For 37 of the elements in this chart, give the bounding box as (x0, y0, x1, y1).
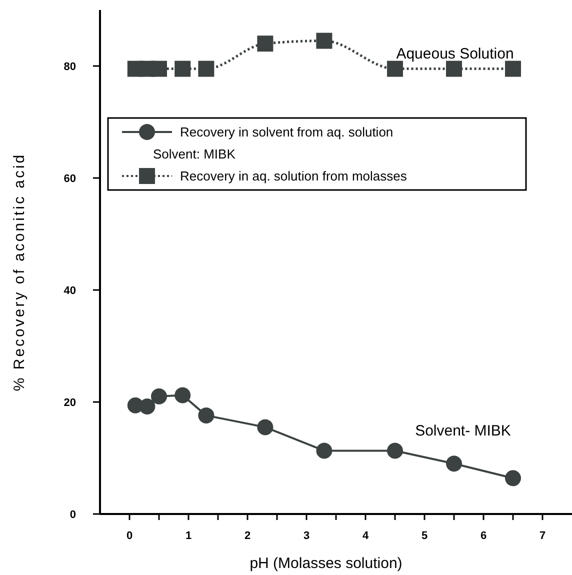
x-tick-label: 6 (480, 530, 487, 542)
point (139, 398, 156, 414)
point (446, 456, 462, 472)
point (198, 60, 214, 77)
legend-label: Recovery in aq. solution from molasses (180, 168, 408, 184)
point (174, 387, 191, 404)
x-tick-label: 0 (126, 530, 133, 542)
point (174, 60, 191, 77)
x-tick-label: 3 (303, 530, 310, 542)
point (316, 32, 332, 49)
x-tick-label: 2 (244, 530, 251, 542)
x-axis-title: pH (Molasses solution) (250, 555, 402, 572)
legend-label: Recovery in solvent from aq. solution (180, 124, 394, 140)
annotation: Solvent: MIBK (153, 146, 236, 162)
x-tick-label: 7 (539, 530, 546, 542)
point (505, 60, 521, 77)
x-tick-label: 5 (421, 530, 428, 542)
annotation: Aqueous Solution (396, 45, 514, 62)
point (316, 442, 332, 459)
point (257, 36, 274, 52)
point (387, 442, 403, 459)
point (446, 60, 462, 77)
point (151, 388, 167, 404)
y-tick-label: 60 (64, 172, 76, 185)
x-tick-label: 4 (362, 530, 370, 542)
point (198, 407, 214, 424)
annotation: Solvent- MIBK (415, 422, 511, 440)
x-tick-label: 1 (185, 530, 192, 542)
y-tick-label: 40 (64, 284, 76, 297)
point (505, 470, 521, 486)
point (151, 60, 167, 77)
y-tick-label: 80 (64, 60, 76, 73)
y-tick-label: 20 (64, 396, 76, 409)
y-axis-title: % Recovery of aconitic acid (11, 152, 28, 392)
point (387, 60, 403, 77)
point (257, 419, 274, 436)
y-tick-label: 0 (70, 508, 76, 521)
